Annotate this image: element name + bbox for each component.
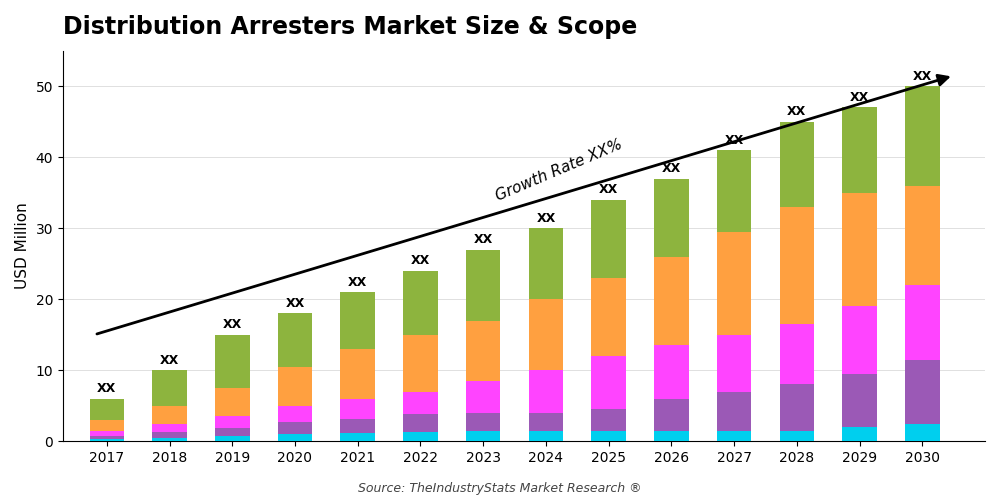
Text: Distribution Arresters Market Size & Scope: Distribution Arresters Market Size & Sco… bbox=[63, 15, 637, 39]
Text: Source: TheIndustryStats Market Research ®: Source: TheIndustryStats Market Research… bbox=[358, 482, 642, 495]
Bar bbox=[591, 410, 626, 430]
Bar bbox=[152, 406, 187, 423]
Bar bbox=[780, 122, 814, 207]
Bar bbox=[278, 314, 312, 366]
Text: XX: XX bbox=[285, 297, 305, 310]
Bar bbox=[717, 334, 751, 392]
Bar bbox=[717, 430, 751, 442]
Bar bbox=[529, 430, 563, 442]
Bar bbox=[905, 86, 940, 186]
Bar bbox=[340, 398, 375, 418]
Bar bbox=[717, 392, 751, 430]
Bar bbox=[780, 207, 814, 324]
Bar bbox=[90, 436, 124, 439]
Text: XX: XX bbox=[97, 382, 116, 395]
Bar bbox=[842, 306, 877, 374]
Text: XX: XX bbox=[787, 105, 806, 118]
Bar bbox=[215, 334, 250, 388]
Bar bbox=[278, 366, 312, 406]
Bar bbox=[403, 392, 438, 414]
Bar bbox=[466, 320, 500, 381]
Text: XX: XX bbox=[536, 212, 556, 224]
Bar bbox=[591, 200, 626, 278]
Text: XX: XX bbox=[160, 354, 179, 366]
Bar bbox=[529, 413, 563, 430]
Text: XX: XX bbox=[913, 70, 932, 82]
Bar bbox=[591, 278, 626, 356]
Bar bbox=[403, 271, 438, 334]
Bar bbox=[466, 413, 500, 430]
Bar bbox=[842, 427, 877, 442]
Bar bbox=[340, 418, 375, 433]
Bar bbox=[152, 424, 187, 432]
Bar bbox=[654, 256, 689, 346]
Bar bbox=[654, 398, 689, 430]
Bar bbox=[403, 432, 438, 442]
Bar bbox=[90, 430, 124, 436]
Bar bbox=[403, 334, 438, 392]
Bar bbox=[466, 430, 500, 442]
Bar bbox=[529, 370, 563, 413]
Bar bbox=[717, 150, 751, 232]
Text: XX: XX bbox=[348, 276, 367, 288]
Bar bbox=[90, 420, 124, 430]
Bar bbox=[403, 414, 438, 432]
Bar bbox=[152, 432, 187, 438]
Bar bbox=[466, 250, 500, 320]
Bar bbox=[905, 360, 940, 424]
Bar bbox=[842, 108, 877, 192]
Bar bbox=[278, 434, 312, 442]
Bar bbox=[654, 346, 689, 399]
Bar bbox=[780, 324, 814, 384]
Bar bbox=[340, 349, 375, 399]
Bar bbox=[529, 299, 563, 370]
Bar bbox=[842, 374, 877, 427]
Bar bbox=[340, 292, 375, 349]
Y-axis label: USD Million: USD Million bbox=[15, 202, 30, 290]
Bar bbox=[905, 285, 940, 360]
Bar bbox=[215, 416, 250, 428]
Bar bbox=[780, 430, 814, 442]
Bar bbox=[340, 433, 375, 442]
Bar bbox=[717, 232, 751, 334]
Bar bbox=[90, 398, 124, 420]
Bar bbox=[842, 192, 877, 306]
Bar bbox=[152, 438, 187, 442]
Bar bbox=[591, 430, 626, 442]
Bar bbox=[780, 384, 814, 430]
Text: Growth Rate XX%: Growth Rate XX% bbox=[493, 136, 624, 203]
Bar bbox=[466, 381, 500, 413]
Text: XX: XX bbox=[474, 233, 493, 246]
Bar bbox=[152, 370, 187, 406]
Bar bbox=[591, 356, 626, 410]
Text: XX: XX bbox=[724, 134, 744, 146]
Text: XX: XX bbox=[223, 318, 242, 331]
Bar bbox=[529, 228, 563, 299]
Text: XX: XX bbox=[662, 162, 681, 175]
Bar bbox=[654, 430, 689, 442]
Bar bbox=[90, 439, 124, 442]
Bar bbox=[215, 428, 250, 436]
Bar bbox=[654, 178, 689, 256]
Text: XX: XX bbox=[411, 254, 430, 268]
Bar bbox=[278, 406, 312, 422]
Bar bbox=[215, 388, 250, 416]
Bar bbox=[905, 424, 940, 442]
Text: XX: XX bbox=[850, 91, 869, 104]
Text: XX: XX bbox=[599, 184, 618, 196]
Bar bbox=[905, 186, 940, 285]
Bar bbox=[278, 422, 312, 434]
Bar bbox=[215, 436, 250, 442]
